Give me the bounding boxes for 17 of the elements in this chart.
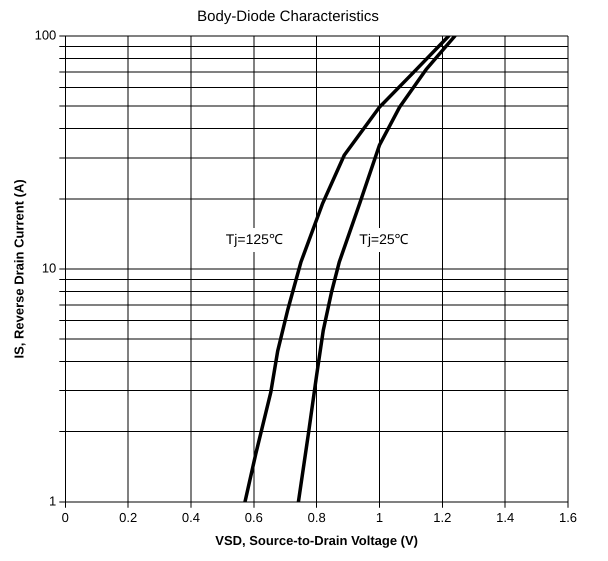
x-tick-label: 1.4 [496,510,514,526]
x-axis-title: VSD, Source-to-Drain Voltage (V) [215,532,418,548]
y-axis-title: IS, Reverse Drain Current (A) [11,179,26,358]
x-tick-label: 0.4 [182,510,200,526]
chart-title: Body-Diode Characteristics [197,8,379,26]
series-label: Tj=125℃ [226,230,283,247]
series-label: Tj=25℃ [359,230,409,247]
x-tick-label: 1.6 [558,510,578,526]
x-tick-label: 1 [376,510,384,526]
x-tick-label: 0.6 [244,510,263,526]
y-tick-label: 100 [34,28,56,43]
y-tick-label: 10 [42,260,56,276]
x-tick-label: 0.8 [308,510,326,526]
y-tick-label: 1 [49,493,56,508]
x-tick-label: 1.2 [433,510,452,526]
x-tick-label: 0.2 [119,510,138,526]
x-tick-label: 0 [62,510,69,526]
